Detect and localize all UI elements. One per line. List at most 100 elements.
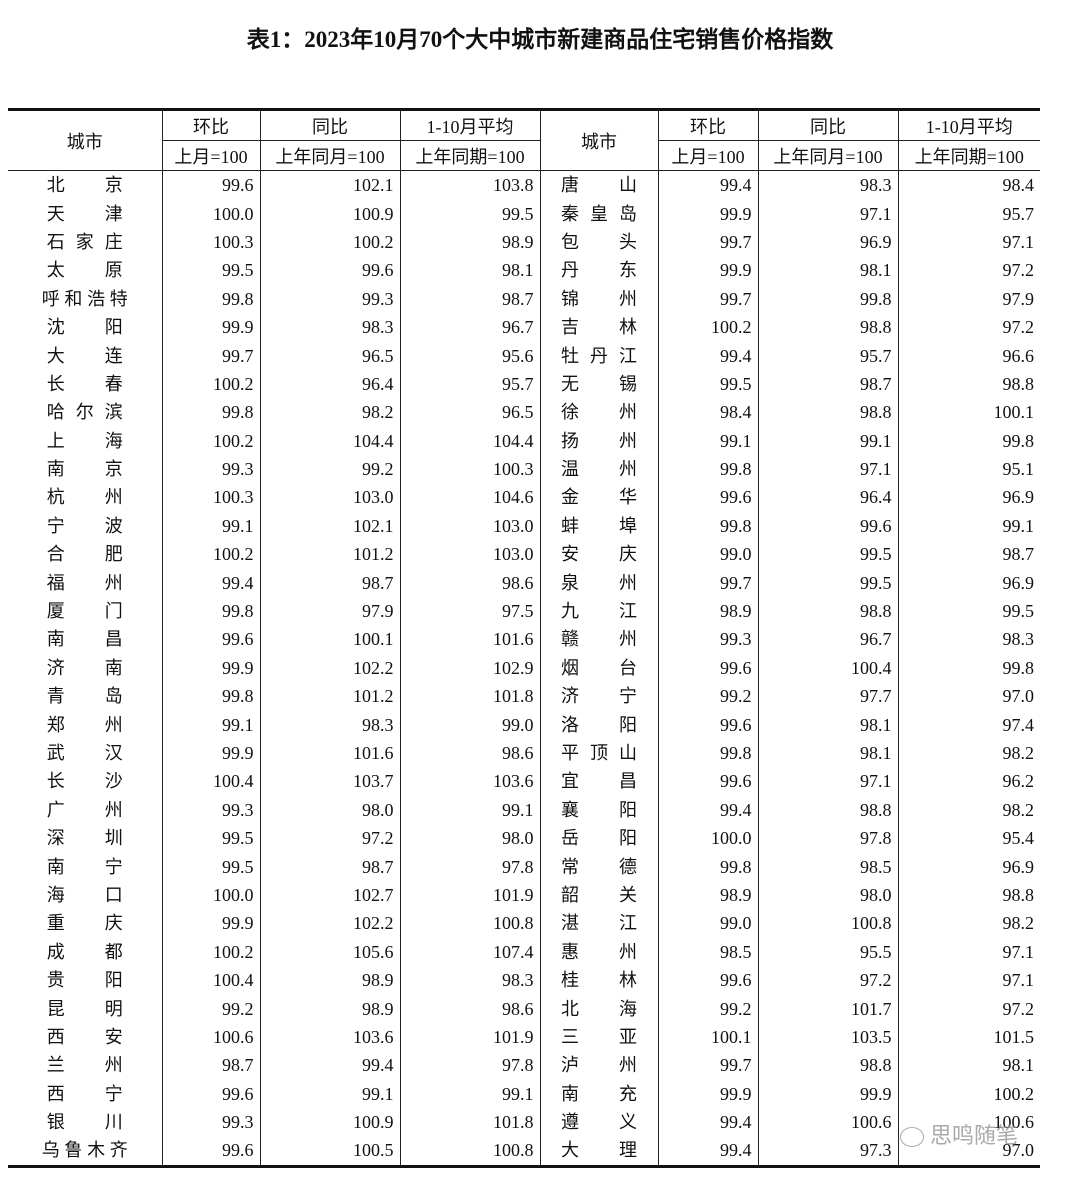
avg-value: 96.2 bbox=[897, 767, 1040, 796]
table-row: 大连 99.7 96.5 95.6 牡丹江 99.4 95.7 96.6 bbox=[8, 341, 1040, 370]
city-name: 徐州 bbox=[561, 402, 637, 423]
mom-value: 99.9 bbox=[161, 909, 260, 938]
city-name: 韶关 bbox=[561, 884, 637, 905]
yoy-value: 100.4 bbox=[757, 653, 898, 683]
header-avg: 1-10月平均 bbox=[399, 109, 540, 141]
city-cell: 杭州 bbox=[8, 483, 162, 511]
table-row: 呼和浩特 99.8 99.3 98.7 锦州 99.7 99.8 97.9 bbox=[8, 284, 1040, 313]
city-cell: 包头 bbox=[539, 227, 658, 257]
mom-value: 100.4 bbox=[161, 767, 260, 796]
mom-value: 99.6 bbox=[657, 483, 758, 512]
mom-value: 99.6 bbox=[657, 710, 758, 739]
avg-value: 98.1 bbox=[399, 256, 540, 285]
avg-value: 97.8 bbox=[399, 852, 540, 881]
mom-value: 99.9 bbox=[657, 199, 758, 228]
mom-value: 99.0 bbox=[657, 540, 758, 569]
header-yoy-base: 上年同月=100 bbox=[259, 140, 400, 171]
table-row: 哈尔滨 99.8 98.2 96.5 徐州 98.4 98.8 100.1 bbox=[8, 398, 1040, 427]
city-name: 成都 bbox=[46, 941, 123, 962]
city-cell: 锦州 bbox=[539, 284, 658, 313]
city-name: 南充 bbox=[561, 1083, 637, 1104]
avg-value: 101.5 bbox=[897, 1022, 1040, 1052]
table-row: 广州 99.3 98.0 99.1 襄阳 99.4 98.8 98.2 bbox=[8, 795, 1040, 824]
mom-value: 99.5 bbox=[161, 852, 260, 881]
mom-value: 100.6 bbox=[161, 1022, 260, 1052]
table-row: 天津 100.0 100.9 99.5 秦皇岛 99.9 97.1 95.7 bbox=[8, 199, 1040, 228]
city-name: 赣州 bbox=[561, 629, 637, 650]
avg-value: 95.1 bbox=[897, 454, 1040, 484]
avg-value: 97.2 bbox=[897, 256, 1040, 285]
city-name: 洛阳 bbox=[561, 714, 637, 735]
mom-value: 98.9 bbox=[657, 596, 758, 626]
avg-value: 98.8 bbox=[897, 880, 1040, 910]
mom-value: 99.4 bbox=[657, 1107, 758, 1137]
mom-value: 99.6 bbox=[161, 170, 260, 200]
city-cell: 大连 bbox=[8, 341, 162, 369]
city-name: 安庆 bbox=[561, 544, 637, 565]
avg-value: 98.2 bbox=[897, 909, 1040, 938]
avg-value: 97.8 bbox=[399, 1051, 540, 1080]
yoy-value: 101.2 bbox=[259, 682, 400, 711]
yoy-value: 96.7 bbox=[757, 625, 898, 654]
yoy-value: 99.4 bbox=[259, 1051, 400, 1080]
mom-value: 99.8 bbox=[161, 596, 260, 626]
mom-value: 98.4 bbox=[657, 398, 758, 427]
yoy-value: 100.2 bbox=[259, 227, 400, 257]
yoy-value: 98.2 bbox=[259, 398, 400, 427]
avg-value: 97.9 bbox=[897, 284, 1040, 313]
yoy-value: 98.7 bbox=[259, 568, 400, 597]
header-yoy: 同比 bbox=[259, 109, 400, 141]
city-name: 上海 bbox=[46, 430, 123, 451]
city-cell: 秦皇岛 bbox=[539, 199, 658, 228]
mom-value: 99.4 bbox=[657, 341, 758, 370]
city-cell: 济宁 bbox=[539, 682, 658, 711]
table-row: 合肥 100.2 101.2 103.0 安庆 99.0 99.5 98.7 bbox=[8, 540, 1040, 569]
table-row: 北京 99.6 102.1 103.8 唐山 99.4 98.3 98.4 bbox=[8, 170, 1040, 200]
avg-value: 100.8 bbox=[399, 1136, 540, 1167]
city-name: 北京 bbox=[46, 175, 123, 196]
yoy-value: 98.3 bbox=[757, 170, 898, 200]
city-name: 大理 bbox=[561, 1140, 637, 1161]
mom-value: 99.2 bbox=[161, 994, 260, 1023]
table-row: 长春 100.2 96.4 95.7 无锡 99.5 98.7 98.8 bbox=[8, 369, 1040, 399]
avg-value: 98.6 bbox=[399, 994, 540, 1023]
mom-value: 99.7 bbox=[657, 1051, 758, 1080]
city-name: 南昌 bbox=[46, 629, 123, 650]
yoy-value: 98.0 bbox=[259, 795, 400, 824]
yoy-value: 99.6 bbox=[259, 256, 400, 285]
yoy-value: 98.1 bbox=[757, 710, 898, 739]
city-cell: 常德 bbox=[539, 852, 658, 881]
yoy-value: 98.8 bbox=[757, 795, 898, 824]
city-cell: 蚌埠 bbox=[539, 511, 658, 541]
city-name: 泸州 bbox=[561, 1055, 637, 1076]
yoy-value: 98.9 bbox=[259, 994, 400, 1023]
mom-value: 99.6 bbox=[657, 767, 758, 796]
city-cell: 上海 bbox=[8, 427, 162, 455]
yoy-value: 98.8 bbox=[757, 398, 898, 427]
city-name: 郑州 bbox=[46, 714, 123, 735]
city-cell: 丹东 bbox=[539, 256, 658, 285]
city-cell: 贵阳 bbox=[8, 966, 162, 994]
city-name: 南京 bbox=[46, 459, 123, 480]
mom-value: 99.7 bbox=[161, 341, 260, 370]
table-row: 南昌 99.6 100.1 101.6 赣州 99.3 96.7 98.3 bbox=[8, 625, 1040, 654]
city-cell: 兰州 bbox=[8, 1051, 162, 1079]
yoy-value: 100.6 bbox=[757, 1107, 898, 1137]
avg-value: 98.3 bbox=[897, 625, 1040, 654]
mom-value: 99.8 bbox=[161, 284, 260, 313]
city-cell: 长沙 bbox=[8, 767, 162, 795]
avg-value: 97.4 bbox=[897, 710, 1040, 739]
mom-value: 99.1 bbox=[161, 511, 260, 541]
avg-value: 100.1 bbox=[897, 398, 1040, 427]
avg-value: 99.0 bbox=[399, 710, 540, 739]
city-name: 襄阳 bbox=[561, 799, 637, 820]
header-mom-base: 上月=100 bbox=[657, 140, 758, 171]
mom-value: 99.8 bbox=[657, 454, 758, 484]
yoy-value: 95.5 bbox=[757, 937, 898, 966]
yoy-value: 98.8 bbox=[757, 596, 898, 626]
yoy-value: 98.1 bbox=[757, 256, 898, 285]
city-name: 湛江 bbox=[561, 913, 637, 934]
city-cell: 济南 bbox=[8, 654, 162, 682]
table-row: 南京 99.3 99.2 100.3 温州 99.8 97.1 95.1 bbox=[8, 454, 1040, 484]
avg-value: 104.4 bbox=[399, 426, 540, 455]
